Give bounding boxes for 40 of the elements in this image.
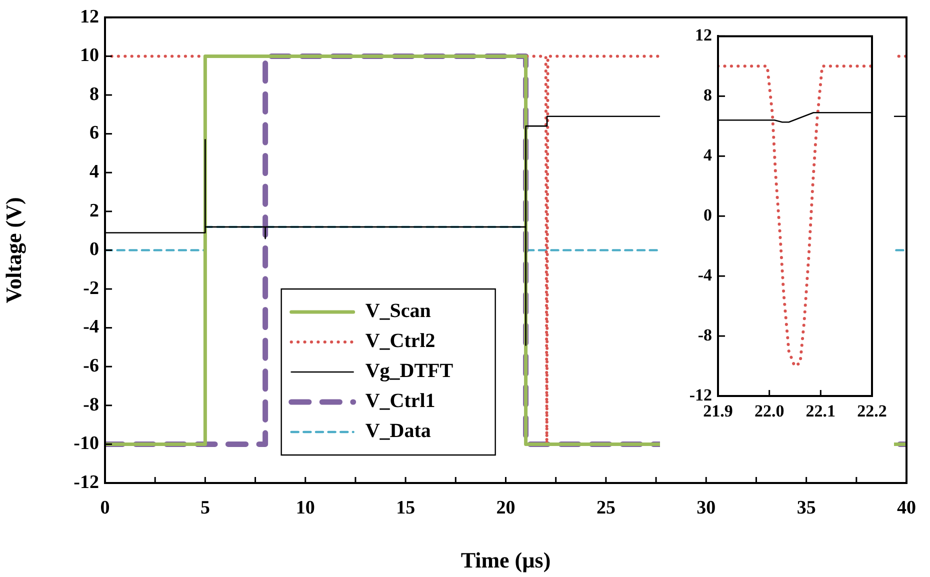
x-axis-title: Time (µs) — [460, 547, 551, 572]
y-tick-label: -4 — [83, 316, 100, 338]
x-tick-label: 20 — [496, 497, 516, 518]
x-tick-label: 5 — [200, 497, 210, 518]
y-tick-label: 8 — [704, 86, 712, 105]
y-tick-label: 8 — [90, 84, 99, 105]
y-tick-label: -2 — [83, 278, 99, 299]
line-series — [718, 64, 872, 368]
y-tick-label: -8 — [83, 394, 99, 416]
y-tick-label: -12 — [74, 472, 99, 493]
x-tick-label: 10 — [296, 497, 315, 518]
y-tick-label: 0 — [90, 239, 99, 260]
legend-label: V_Data — [365, 420, 431, 442]
y-tick-label: -6 — [83, 356, 99, 377]
legend-label: Vg_DTFT — [365, 360, 454, 382]
y-tick-label: 4 — [704, 146, 712, 165]
y-tick-label: -10 — [74, 433, 99, 454]
y-tick-label: 2 — [90, 200, 99, 222]
y-tick-label: 10 — [80, 45, 99, 66]
y-tick-label: 0 — [704, 205, 712, 224]
y-tick-label: 12 — [80, 6, 99, 28]
x-tick-label: 21.9 — [703, 402, 733, 421]
y-axis-title: Voltage (V) — [0, 197, 26, 304]
y-tick-label: -12 — [689, 385, 712, 404]
y-tick-label: -4 — [698, 265, 712, 284]
y-tick-label: 12 — [695, 26, 712, 45]
legend-label: V_Ctrl1 — [365, 390, 436, 412]
x-tick-label: 40 — [897, 497, 916, 518]
legend-label: V_Scan — [365, 300, 431, 322]
y-tick-label: -8 — [698, 325, 712, 344]
x-tick-label: 22.2 — [857, 402, 887, 421]
x-tick-label: 35 — [796, 497, 816, 518]
x-tick-label: 25 — [596, 497, 616, 518]
x-tick-label: 22.0 — [754, 402, 784, 421]
x-tick-label: 15 — [396, 497, 416, 518]
y-tick-label: 6 — [90, 122, 99, 144]
legend-label: V_Ctrl2 — [365, 330, 436, 352]
x-tick-label: 22.1 — [806, 402, 836, 421]
y-tick-label: 4 — [90, 162, 100, 183]
x-tick-label: 30 — [696, 497, 716, 518]
